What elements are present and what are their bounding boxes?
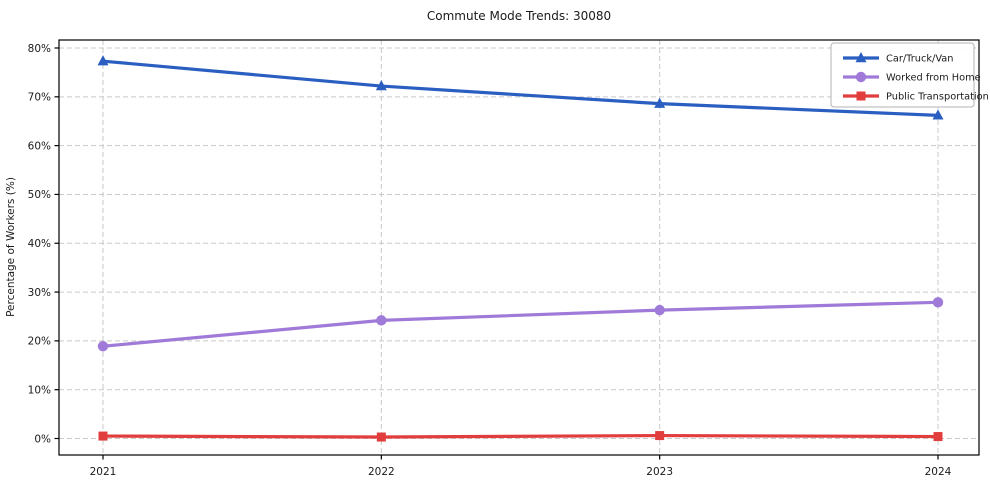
marker-public-transportation: [98, 431, 108, 441]
legend-label: Car/Truck/Van: [886, 54, 953, 65]
series-car-truck-van: [97, 55, 944, 120]
x-tick-label: 2023: [646, 466, 673, 478]
marker-car-truck-van: [932, 109, 944, 120]
marker-car-truck-van: [97, 55, 109, 66]
marker-worked-from-home: [376, 315, 387, 326]
legend-entry-car-truck-van: Car/Truck/Van: [843, 52, 953, 65]
series-worked-from-home: [97, 297, 944, 352]
marker-public-transportation: [376, 432, 386, 442]
y-tick-label: 50%: [28, 189, 51, 201]
y-tick-label: 30%: [28, 287, 51, 299]
series-line-worked-from-home: [101, 300, 940, 348]
marker-worked-from-home: [932, 297, 944, 308]
legend-entry-public-transportation: Public Transportation: [843, 91, 989, 103]
x-tick-label: 2024: [925, 466, 952, 478]
series-line-public-transportation: [101, 433, 940, 439]
x-tick-label: 2022: [368, 466, 395, 478]
legend: Car/Truck/Van Worked from Home Public Tran…: [830, 42, 989, 108]
y-tick-label: 70%: [28, 92, 51, 104]
legend-marker-square: [856, 91, 866, 101]
marker-worked-from-home: [97, 341, 109, 352]
chart-title: Commute Mode Trends: 30080: [427, 9, 611, 23]
legend-label: Public Transportation: [886, 92, 989, 103]
legend-marker-triangle: [855, 52, 867, 63]
y-tick-label: 60%: [28, 140, 51, 152]
marker-public-transportation: [655, 431, 665, 441]
legend-entry-worked-from-home: Worked from Home: [843, 71, 981, 84]
y-tick-label: 80%: [28, 43, 51, 55]
marker-car-truck-van: [375, 80, 387, 91]
y-tick-label: 40%: [28, 238, 51, 250]
legend-marker-circle: [855, 71, 867, 83]
series-line-car-truck-van: [101, 59, 940, 117]
series-public-transportation: [98, 431, 943, 442]
marker-car-truck-van: [654, 97, 666, 108]
plot-frame: [58, 39, 980, 456]
legend-label: Worked from Home: [886, 73, 981, 84]
y-tick-label: 20%: [28, 336, 51, 348]
y-tick-label: 0%: [34, 433, 51, 445]
marker-worked-from-home: [654, 304, 665, 316]
x-tick-label: 2021: [90, 466, 117, 478]
y-axis-label: Percentage of Workers (%): [5, 177, 17, 317]
marker-public-transportation: [933, 432, 943, 442]
y-tick-label: 10%: [28, 384, 51, 396]
